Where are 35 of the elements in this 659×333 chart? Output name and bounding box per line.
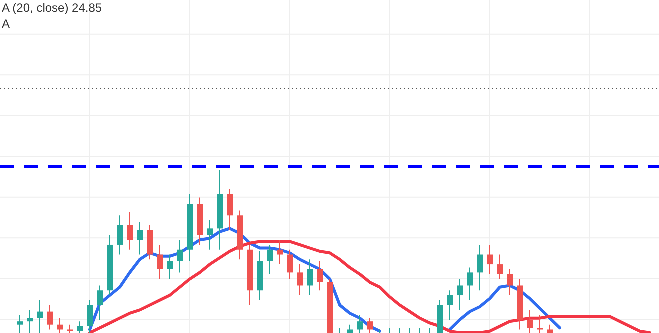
candlestick (207, 220, 213, 250)
candlestick (537, 314, 543, 333)
candlestick (277, 240, 283, 266)
candlestick (37, 300, 43, 333)
candlestick (287, 249, 293, 280)
candlestick (507, 268, 513, 296)
candlestick (77, 321, 83, 333)
candlestick (267, 244, 273, 275)
candlestick (157, 244, 163, 280)
candlestick (457, 278, 463, 311)
candlestick (17, 314, 23, 333)
candlestick (467, 267, 473, 301)
candlestick (127, 212, 133, 250)
candlestick (317, 260, 323, 292)
candlestick (47, 304, 53, 330)
candlestick (357, 314, 363, 333)
candlestick (57, 318, 63, 333)
candlestick (477, 244, 483, 292)
candlestick (227, 189, 233, 231)
candlestick (447, 290, 453, 320)
candlestick (97, 285, 103, 320)
candlestick (137, 222, 143, 256)
candlestick (27, 310, 33, 333)
candlestick (307, 259, 313, 296)
candlestick (87, 300, 93, 333)
candlestick (297, 264, 303, 296)
text: A (20, close) 24.85 (2, 1, 102, 15)
candlestick (487, 244, 493, 275)
candlestick (367, 318, 373, 333)
text: A (2, 17, 10, 31)
candlestick (177, 240, 183, 274)
candlestick (497, 254, 503, 280)
candlestick (167, 254, 173, 280)
candlestick (117, 215, 123, 256)
candlestick (527, 310, 533, 333)
